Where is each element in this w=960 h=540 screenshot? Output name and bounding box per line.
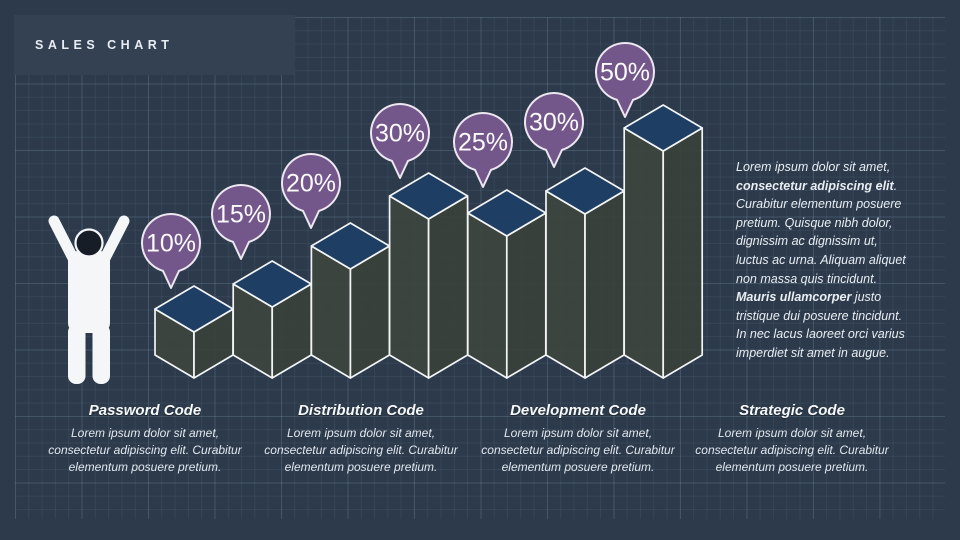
column-title: Password Code [88,402,202,419]
iso-bars-group [154,104,704,379]
column-body: Lorem ipsum dolor sit amet, consectetur … [481,426,675,474]
percentage-bubble: 30% [370,103,430,179]
column-body: Lorem ipsum dolor sit amet, consectetur … [264,426,458,474]
percentage-bubbles-group: 10% 15% 20% 30% 25% 30% 50% [141,42,655,289]
percentage-label: 50% [600,59,650,87]
percentage-label: 15% [216,201,266,229]
percentage-label: 20% [286,170,336,198]
percentage-label: 30% [375,120,425,148]
column-body: Lorem ipsum dolor sit amet, consectetur … [48,426,242,474]
percentage-bubble: 30% [524,92,584,168]
person-raising-arms-icon [48,215,130,384]
description-text: Lorem ipsum dolor sit amet, consectetur … [736,160,906,360]
column-password-code: Password Code Lorem ipsum dolor sit amet… [39,402,251,476]
percentage-label: 10% [146,230,196,258]
percentage-bubble: 15% [211,184,271,260]
column-distribution-code: Distribution Code Lorem ipsum dolor sit … [255,402,467,476]
person-head [74,228,104,258]
column-strategic-code: Strategic Code Lorem ipsum dolor sit ame… [686,402,898,476]
percentage-label: 25% [458,129,508,157]
percentage-label: 30% [529,109,579,137]
percentage-bubble: 10% [141,213,201,289]
percentage-bubble: 25% [453,112,513,188]
page-title: SALES CHART [35,38,174,52]
column-title: Strategic Code [739,402,845,419]
column-title: Distribution Code [298,402,424,419]
column-title: Development Code [510,402,646,419]
percentage-bubble: 50% [595,42,655,118]
column-development-code: Development Code Lorem ipsum dolor sit a… [472,402,684,476]
percentage-bubble: 20% [281,153,341,229]
column-body: Lorem ipsum dolor sit amet, consectetur … [695,426,889,474]
title-band: SALES CHART [14,15,295,75]
